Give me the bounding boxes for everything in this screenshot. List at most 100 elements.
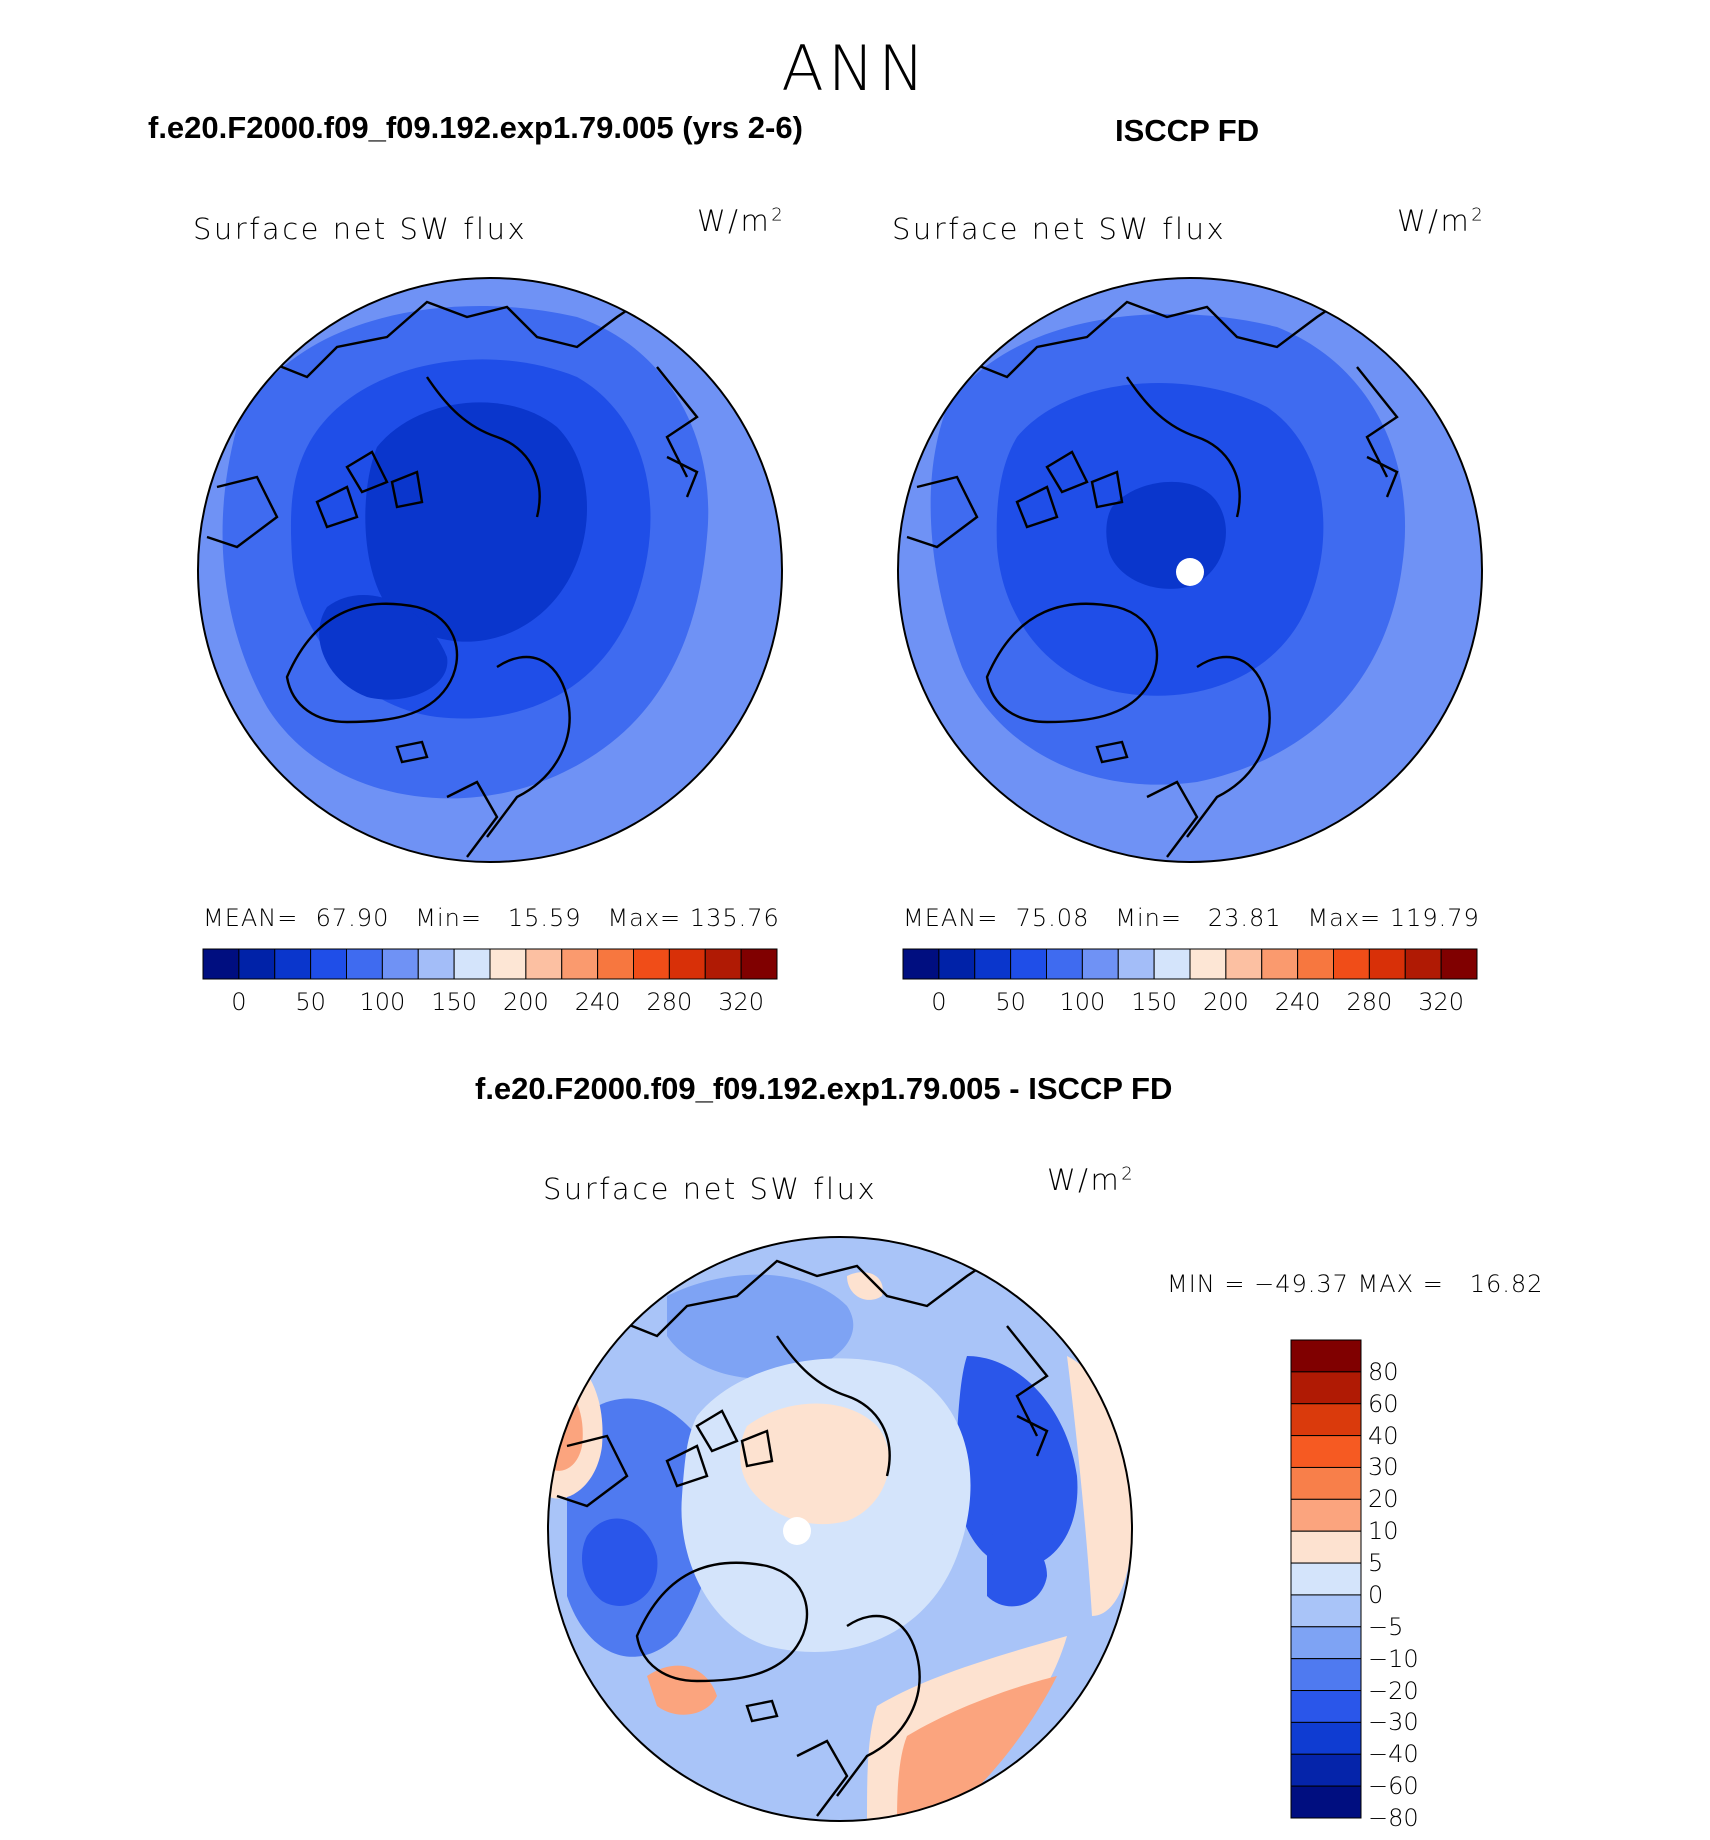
obs-colorbar-tick-label: 50 [995,988,1026,1016]
obs-colorbar-box [938,948,976,980]
obs-colorbar [902,948,1478,980]
diff-minmax: MIN = −49.37 MAX = 16.82 [1167,1270,1544,1298]
model-units-label: W/m2 [697,204,786,238]
obs-case-title: ISCCP FD [1115,113,1260,148]
model-colorbar-tick-label: 0 [231,988,247,1016]
diff-polar-map [547,1236,1133,1822]
diff-colorbar-tick-label: 10 [1368,1517,1399,1546]
model-colorbar-box [238,948,276,980]
diff-colorbar-tick-label: 5 [1368,1549,1384,1578]
obs-colorbar-box [1261,948,1299,980]
obs-variable-label: Surface net SW flux [892,212,1227,246]
model-colorbar-box [561,948,599,980]
model-colorbar-box [597,948,634,980]
diff-colorbar-box [1290,1371,1362,1405]
obs-colorbar-tick-label: 320 [1418,988,1465,1016]
obs-stats: MEAN= 75.08 Min= 23.81 Max= 119.79 [903,904,1480,932]
model-colorbar-box [668,948,706,980]
obs-units-label: W/m2 [1397,204,1486,238]
obs-colorbar-box [1440,948,1478,980]
model-colorbar-box [525,948,563,980]
model-fill-core [365,402,587,642]
diff-colorbar-tick-label: −60 [1368,1772,1419,1801]
model-colorbar [202,948,778,980]
model-colorbar-box [489,948,527,980]
obs-colorbar-tick-label: 240 [1274,988,1321,1016]
diff-colorbar-tick-label: −10 [1368,1644,1419,1673]
diff-colorbar-tick-label: 0 [1368,1580,1384,1609]
obs-colorbar-box [902,948,940,980]
model-colorbar-labels: 0 50 100 150 200 240 280 320 [203,988,777,1018]
model-colorbar-box [740,948,778,980]
obs-colorbar-tick-label: 0 [931,988,947,1016]
obs-colorbar-box [974,948,1012,980]
obs-colorbar-box [1404,948,1442,980]
obs-colorbar-tick-label: 100 [1059,988,1106,1016]
diff-colorbar-tick-label: −5 [1368,1612,1404,1641]
model-colorbar-tick-label: 100 [359,988,406,1016]
diff-units-label: W/m2 [1047,1163,1136,1197]
diff-colorbar-box [1290,1339,1362,1373]
diff-title: f.e20.F2000.f09_f09.192.exp1.79.005 - IS… [475,1071,1173,1106]
diff-colorbar-tick-label: −40 [1368,1740,1419,1769]
diff-fill-neg2 [954,1356,1078,1568]
diff-colorbar-box [1290,1721,1362,1755]
obs-colorbar-box [1297,948,1334,980]
obs-colorbar-tick-label: 150 [1131,988,1178,1016]
model-colorbar-box [202,948,240,980]
obs-polar-map [897,277,1483,863]
diff-colorbar-box [1290,1498,1362,1532]
obs-colorbar-box [1046,948,1083,980]
model-colorbar-box [310,948,347,980]
diff-colorbar-tick-label: 80 [1368,1357,1399,1386]
diff-colorbar-tick-label: 20 [1368,1485,1399,1514]
obs-colorbar-box [1081,948,1119,980]
model-colorbar-tick-label: 280 [646,988,693,1016]
diff-colorbar-tick-label: 60 [1368,1389,1399,1418]
obs-colorbar-box [1368,948,1406,980]
model-colorbar-tick-label: 50 [295,988,326,1016]
diff-colorbar-tick-label: −80 [1368,1804,1419,1832]
model-colorbar-box [633,948,670,980]
diff-colorbar-box [1290,1466,1362,1500]
model-colorbar-box [274,948,312,980]
model-colorbar-box [381,948,419,980]
model-stats: MEAN= 67.90 Min= 15.59 Max= 135.76 [203,904,780,932]
obs-colorbar-box [1117,948,1155,980]
model-colorbar-box [417,948,455,980]
obs-colorbar-tick-label: 280 [1346,988,1393,1016]
diff-colorbar-labels: 80 60 40 30 20 10 5 0 −5 −10 −20 −30 −40 −60 −80 [1368,1340,1488,1832]
model-colorbar-tick-label: 150 [431,988,478,1016]
diff-fill-pos [740,1403,890,1525]
obs-colorbar-box [1225,948,1263,980]
diff-colorbar-box [1290,1626,1362,1660]
model-colorbar-tick-label: 200 [502,988,549,1016]
diff-colorbar [1290,1339,1362,1819]
obs-fill-core [1106,481,1226,589]
obs-colorbar-labels: 0 50 100 150 200 240 280 320 [903,988,1477,1018]
season-title: ANN [781,32,929,105]
obs-colorbar-box [1333,948,1370,980]
model-case-title: f.e20.F2000.f09_f09.192.exp1.79.005 (yrs… [148,110,803,145]
diff-colorbar-box [1290,1658,1362,1692]
diff-colorbar-tick-label: 40 [1368,1421,1399,1450]
diff-colorbar-box [1290,1690,1362,1723]
diff-colorbar-box [1290,1530,1362,1564]
diff-colorbar-box [1290,1562,1362,1596]
model-colorbar-box [704,948,742,980]
diff-colorbar-tick-label: −30 [1368,1708,1419,1737]
diff-variable-label: Surface net SW flux [543,1172,878,1206]
model-colorbar-tick-label: 320 [718,988,765,1016]
diff-colorbar-box [1290,1753,1362,1787]
diff-colorbar-box [1290,1435,1362,1468]
model-colorbar-box [346,948,383,980]
diff-colorbar-box [1290,1594,1362,1628]
obs-colorbar-box [1010,948,1047,980]
diff-colorbar-box [1290,1785,1362,1819]
diff-colorbar-box [1290,1403,1362,1437]
model-variable-label: Surface net SW flux [193,212,528,246]
obs-colorbar-box [1153,948,1191,980]
model-colorbar-box [453,948,491,980]
diff-colorbar-tick-label: 30 [1368,1453,1399,1482]
diff-colorbar-tick-label: −20 [1368,1676,1419,1705]
